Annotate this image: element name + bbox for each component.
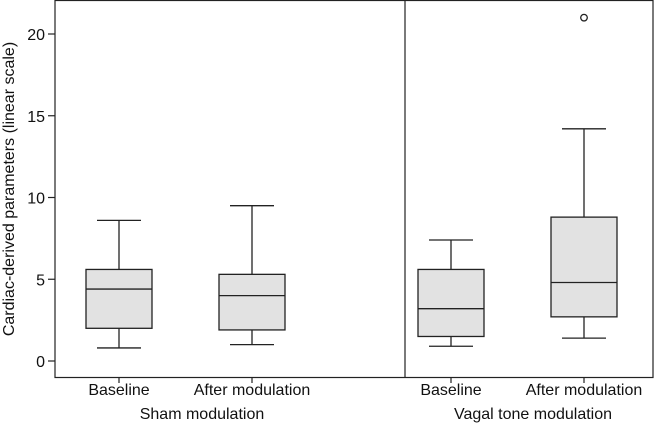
box-item	[550, 13, 618, 339]
y-tick-label: 20	[27, 27, 45, 44]
box-item	[85, 219, 153, 349]
y-axis-ticks: 0 5 10 15 20	[27, 27, 55, 371]
iqr-box	[417, 268, 485, 338]
x-tick-label: Baseline	[420, 382, 481, 399]
chart-frame	[54, 0, 654, 379]
plot-area-border	[54, 0, 654, 379]
box-series	[85, 13, 618, 349]
y-tick-label: 5	[36, 272, 45, 289]
x-tick-label: After modulation	[194, 382, 311, 399]
group-label: Sham modulation	[140, 406, 265, 423]
outlier-point	[580, 13, 588, 22]
y-axis-title: Cardiac-derived parameters (linear scale…	[1, 42, 18, 336]
y-tick-label: 10	[27, 191, 45, 208]
group-label: Vagal tone modulation	[454, 406, 612, 423]
box-item	[417, 239, 485, 347]
iqr-box	[218, 273, 286, 331]
y-tick-label: 0	[36, 354, 45, 371]
x-axis-labels: Baseline After modulation Sham modulation B…	[88, 378, 642, 423]
iqr-box	[85, 268, 153, 329]
box-item	[218, 205, 286, 346]
x-tick-label: After modulation	[526, 382, 643, 399]
x-tick-label: Baseline	[88, 382, 149, 399]
y-tick-label: 15	[27, 109, 45, 126]
iqr-box	[550, 216, 618, 318]
